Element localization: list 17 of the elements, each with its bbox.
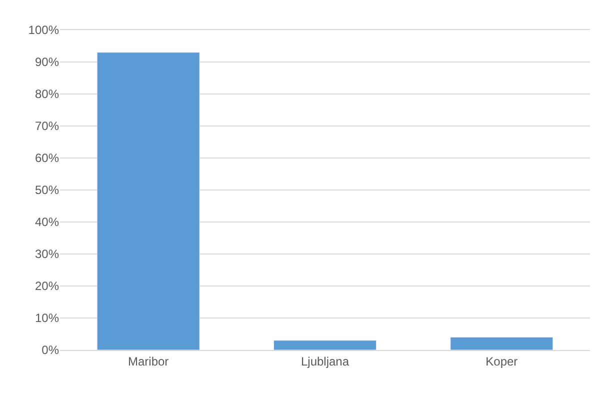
x-tick-label: Koper [486, 354, 518, 368]
y-tick-label: 80% [34, 87, 60, 102]
y-tick-label: 0% [42, 343, 60, 358]
y-tick-label: 100% [28, 23, 60, 38]
bar [96, 52, 200, 350]
bar [274, 340, 376, 350]
y-tick-label: 60% [34, 151, 60, 166]
x-tick-label: Maribor [128, 354, 169, 368]
y-tick-label: 20% [34, 279, 60, 294]
x-tick-label: Ljubljana [300, 354, 350, 368]
y-tick-label: 40% [34, 215, 60, 230]
y-tick-label: 50% [34, 183, 60, 198]
y-tick-label: 10% [34, 311, 60, 326]
y-tick-label: 70% [34, 119, 60, 134]
y-tick-label: 90% [34, 55, 60, 70]
y-tick-label: 30% [34, 247, 60, 262]
bar [450, 336, 554, 350]
